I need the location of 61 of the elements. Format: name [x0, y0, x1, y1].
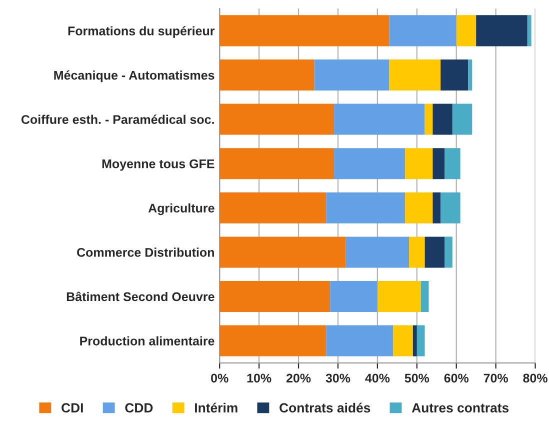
- bar: [220, 280, 330, 312]
- bar: [326, 192, 406, 224]
- bar: [389, 15, 456, 46]
- bar: [432, 104, 452, 135]
- bar: [444, 148, 460, 180]
- legend-label: Intérim: [195, 402, 238, 413]
- y-tick-label: Bâtiment Second Oeuvre: [66, 292, 214, 302]
- bar: [527, 15, 532, 46]
- y-tick-label: Formations du supérieur: [68, 26, 215, 38]
- x-tick-label: 20%: [286, 374, 311, 383]
- bar: [412, 325, 417, 356]
- bar: [468, 59, 472, 90]
- y-tick-label: Commerce Distribution: [77, 248, 214, 257]
- y-tick-label: Moyenne tous GFE: [102, 159, 214, 171]
- bar: [220, 192, 326, 224]
- bar: [424, 236, 445, 268]
- bar: [409, 236, 425, 268]
- bar: [393, 325, 413, 356]
- x-tick-label: 30%: [326, 374, 350, 383]
- x-tick-label: 70%: [484, 374, 508, 383]
- bar: [334, 104, 425, 135]
- bar: [220, 59, 314, 90]
- bar: [220, 15, 390, 46]
- bar: [440, 59, 468, 90]
- bar: [326, 325, 394, 356]
- bar: [314, 59, 390, 90]
- bar: [330, 280, 378, 312]
- bar: [456, 15, 476, 46]
- bar: [416, 325, 425, 356]
- legend-label: Autres contrats: [412, 403, 509, 413]
- bar: [432, 148, 445, 180]
- bar: [444, 236, 452, 268]
- y-tick-label: Production alimentaire: [80, 336, 214, 346]
- legend-label: CDD: [125, 403, 153, 413]
- y-tick-label: Mécanique - Automatismes: [54, 70, 214, 82]
- bar: [220, 236, 346, 268]
- bar: [432, 192, 441, 224]
- bar: [440, 192, 460, 224]
- bar: [452, 104, 472, 135]
- bar: [389, 59, 441, 90]
- bar: [424, 104, 433, 135]
- bar: [377, 280, 421, 312]
- bar: [334, 148, 406, 180]
- x-tick-label: 0%: [211, 374, 228, 383]
- x-tick-label: 60%: [444, 374, 469, 383]
- x-tick-label: 10%: [247, 374, 272, 383]
- bar: [346, 236, 410, 268]
- x-tick-label: 40%: [365, 374, 390, 383]
- y-tick-label: Coiffure esth. - Paramédical soc.: [21, 114, 214, 124]
- legend-label: Contrats aidés: [280, 402, 370, 413]
- bar: [476, 15, 528, 46]
- bar: [405, 192, 433, 224]
- x-tick-label: 50%: [404, 374, 430, 383]
- x-tick-label: 80%: [523, 374, 548, 383]
- bar: [420, 280, 429, 312]
- bar: [220, 104, 334, 135]
- bar: [405, 148, 433, 180]
- bar: [220, 325, 326, 356]
- y-tick-label: Agriculture: [148, 203, 214, 216]
- bar: [220, 148, 334, 180]
- legend-label: CDI: [62, 403, 83, 413]
